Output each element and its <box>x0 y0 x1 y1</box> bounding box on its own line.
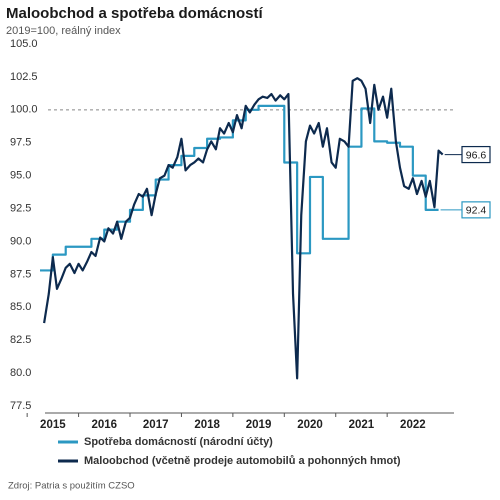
x-tick-label: 2021 <box>349 419 375 431</box>
y-tick-label: 97.5 <box>10 137 31 149</box>
end-label-box <box>461 201 491 219</box>
y-tick-label: 82.5 <box>10 334 31 346</box>
x-tick-label: 2016 <box>91 419 117 431</box>
x-tick-label: 2020 <box>297 419 323 431</box>
x-tick-label: 2018 <box>194 419 220 431</box>
legend-label: Spotřeba domácností (národní účty) <box>84 436 273 448</box>
y-tick-label: 105.0 <box>10 38 38 50</box>
chart-title: Maloobchod a spotřeba domácností <box>6 5 264 22</box>
legend-label: Maloobchod (včetně prodeje automobilů a … <box>84 455 401 467</box>
x-tick-label: 2017 <box>143 419 169 431</box>
y-tick-label: 90.0 <box>10 235 31 247</box>
x-tick-label: 2019 <box>246 419 272 431</box>
x-tick-label: 2015 <box>40 419 66 431</box>
chart-subtitle: 2019=100, reálný index <box>6 25 121 37</box>
series-line <box>40 104 439 272</box>
source: Zdroj: Patria s použitím CZSO <box>8 481 135 492</box>
y-tick-label: 85.0 <box>10 301 31 313</box>
x-tick-label: 2022 <box>400 419 426 431</box>
y-tick-label: 80.0 <box>10 367 31 379</box>
y-tick-label: 92.5 <box>10 202 31 214</box>
y-tick-label: 95.0 <box>10 170 31 182</box>
end-label: 92.4 <box>466 205 487 217</box>
end-label: 96.6 <box>466 149 487 161</box>
end-label-box <box>461 145 491 164</box>
y-tick-label: 102.5 <box>10 71 38 83</box>
y-tick-label: 77.5 <box>10 400 31 412</box>
y-tick-label: 100.0 <box>10 104 38 116</box>
y-tick-label: 87.5 <box>10 268 31 280</box>
series-line <box>43 77 444 380</box>
